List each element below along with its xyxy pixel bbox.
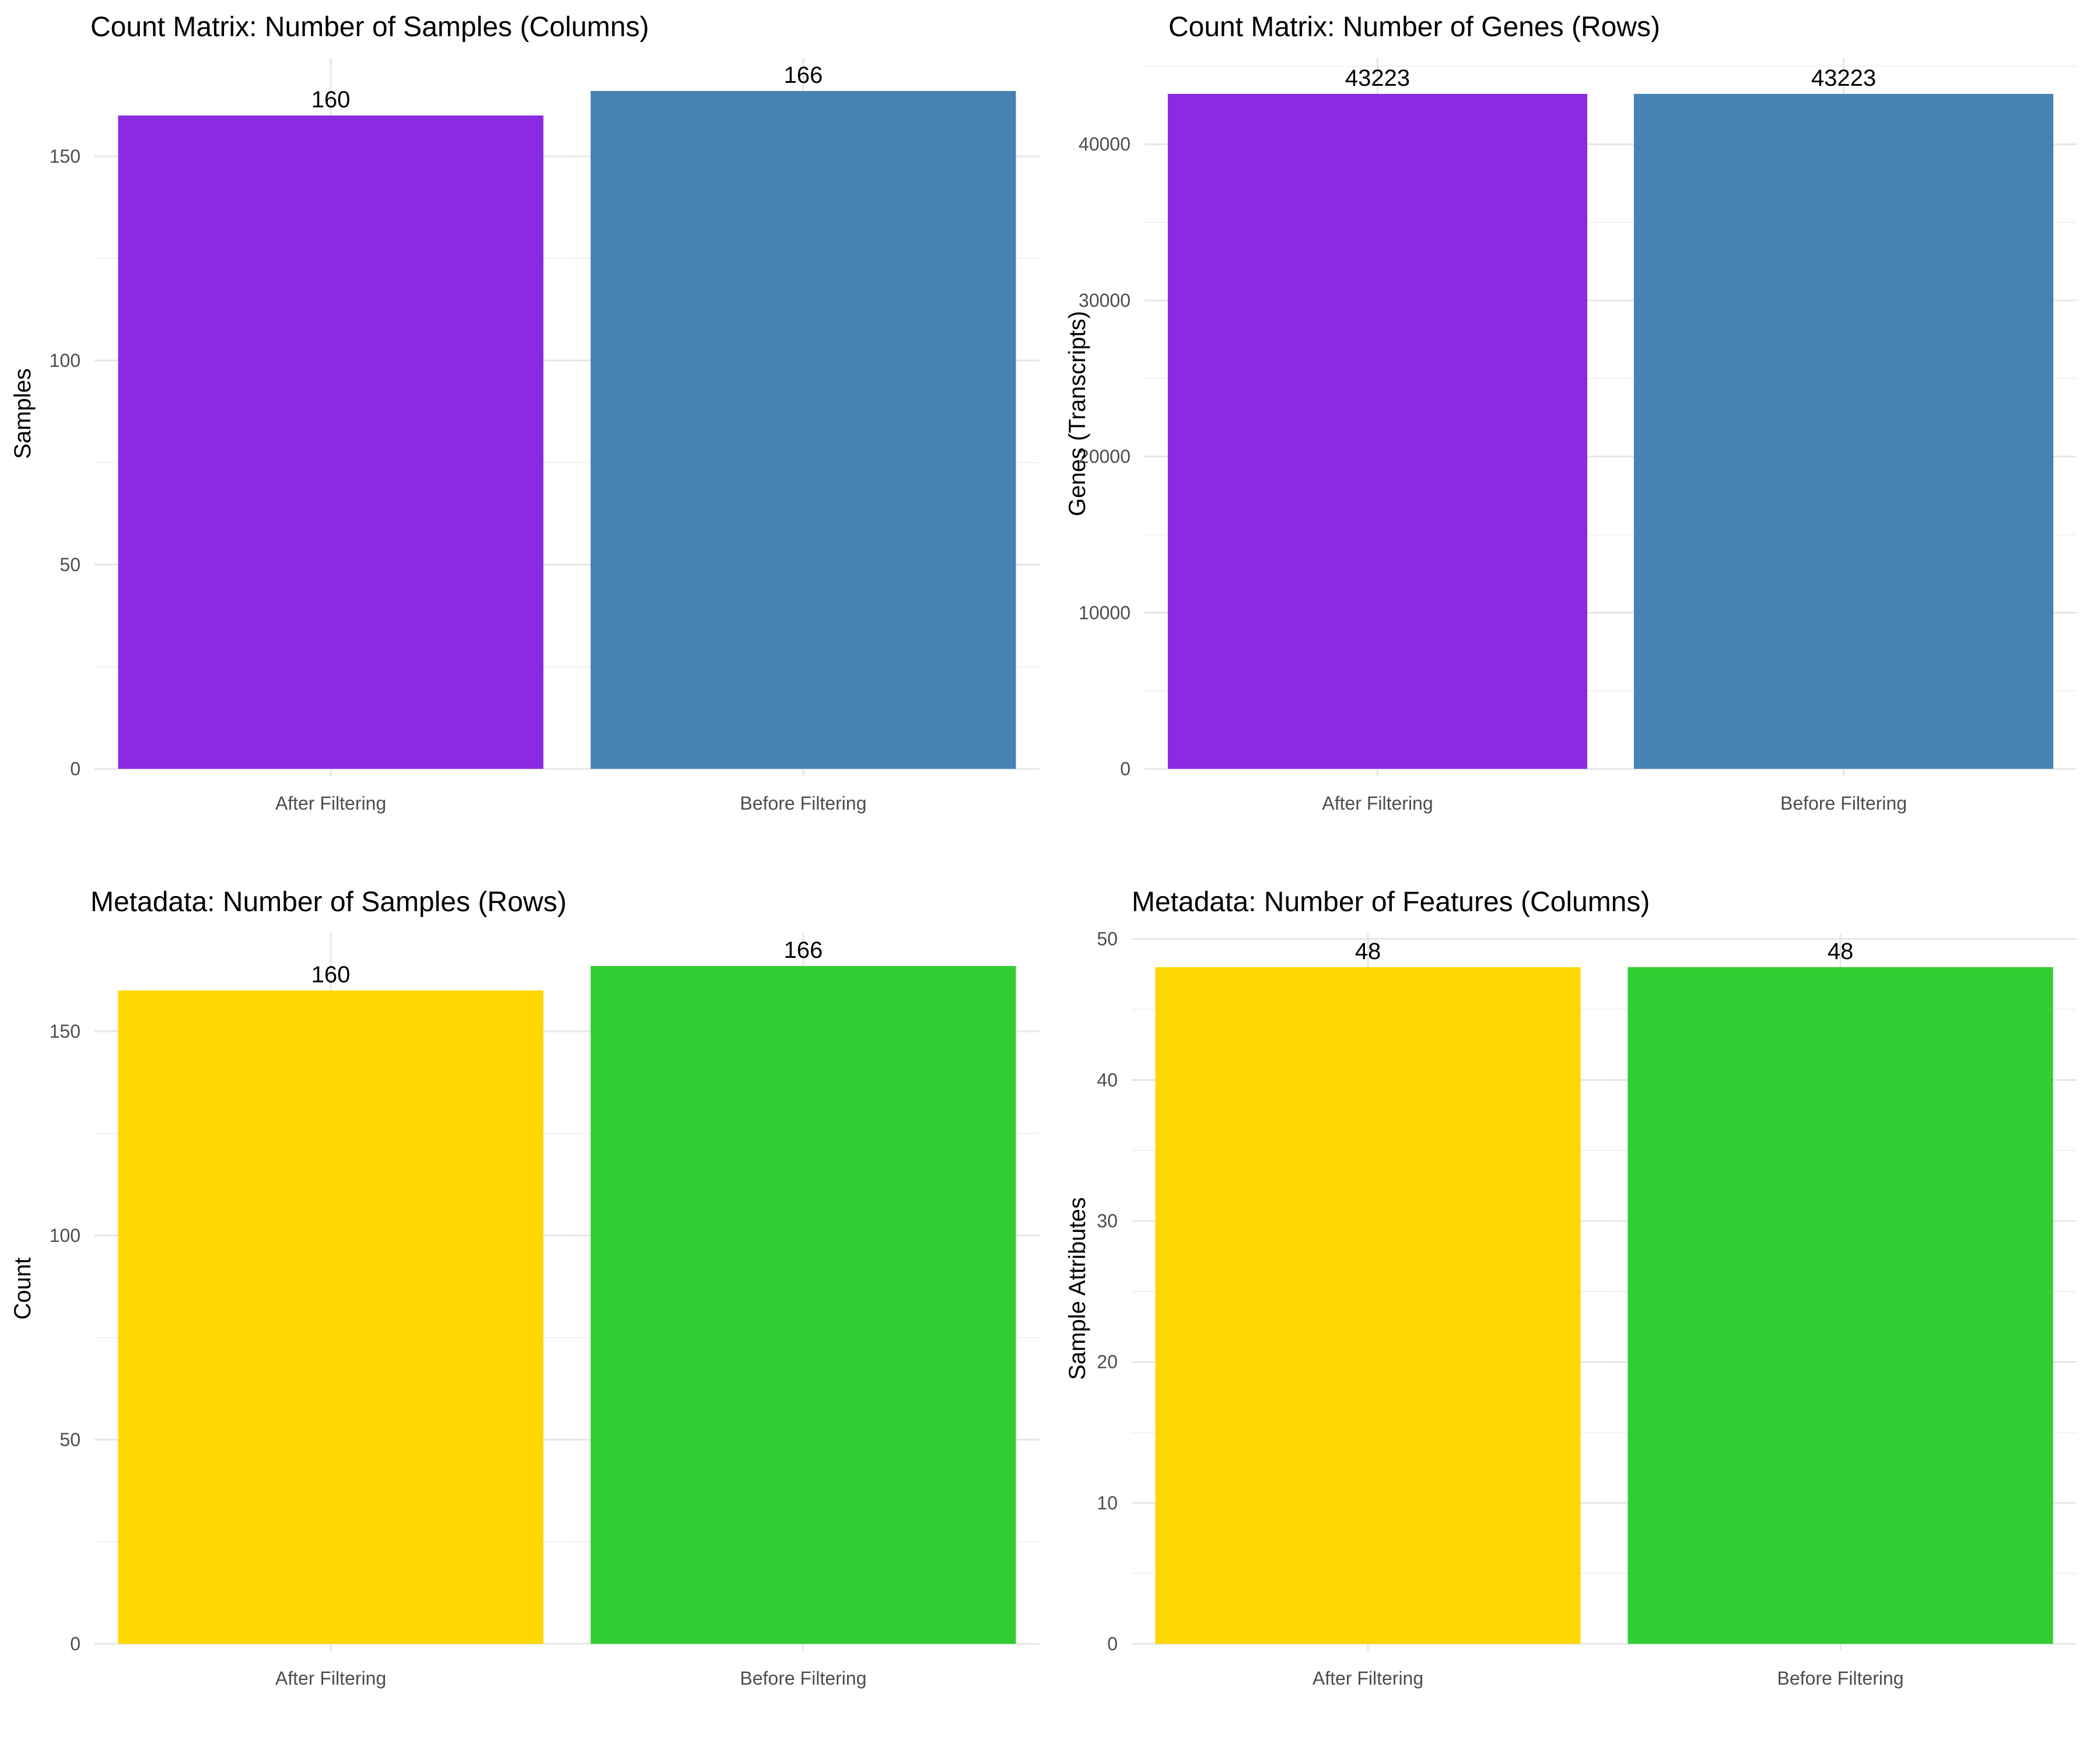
chart-title: Metadata: Number of Samples (Rows) <box>90 887 566 918</box>
chart-panel-2: 43223 After Filtering 43223 Before Filterin… <box>1065 12 2077 814</box>
x-tick-label: Before Filtering <box>740 793 867 814</box>
bar-before-filtering <box>1633 93 2054 769</box>
y-tick-label: 20000 <box>1079 446 1130 467</box>
y-tick-label: 0 <box>70 1633 80 1654</box>
data-label: 160 <box>312 962 351 988</box>
data-label: 48 <box>1355 939 1381 964</box>
chart-panel-3: 160 After Filtering 166 Before Filtering 0 50… <box>10 887 1040 1689</box>
bar-after-filtering <box>1155 967 1581 1644</box>
y-tick-label: 0 <box>1107 1633 1118 1654</box>
x-tick-label: After Filtering <box>275 1668 386 1689</box>
y-axis-label: Genes (Transcripts) <box>1065 311 1090 516</box>
y-tick-label: 20 <box>1097 1352 1118 1373</box>
y-tick-label: 50 <box>60 1429 80 1450</box>
y-tick-label: 10 <box>1097 1492 1118 1513</box>
y-tick-label: 10000 <box>1079 602 1130 623</box>
data-label: 166 <box>784 62 823 88</box>
y-tick-label: 30 <box>1097 1210 1118 1231</box>
y-axis-label: Sample Attributes <box>1065 1197 1090 1380</box>
x-tick-label: Before Filtering <box>1780 793 1907 814</box>
x-tick-label: After Filtering <box>1312 1668 1423 1689</box>
bar-after-filtering <box>118 991 544 1644</box>
chart-title: Count Matrix: Number of Genes (Rows) <box>1168 12 1660 43</box>
data-label: 43223 <box>1811 65 1876 91</box>
y-tick-label: 50 <box>60 554 80 575</box>
y-axis-label: Samples <box>10 368 36 459</box>
data-label: 43223 <box>1345 65 1410 91</box>
x-tick-label: After Filtering <box>275 793 386 814</box>
bar-before-filtering <box>1628 967 2053 1644</box>
y-tick-label: 150 <box>50 146 80 167</box>
y-tick-label: 150 <box>50 1021 80 1042</box>
bar-before-filtering <box>590 966 1016 1644</box>
bar-after-filtering <box>118 116 544 769</box>
data-label: 48 <box>1828 939 1854 964</box>
chart-panel-4: 48 After Filtering 48 Before Filtering 0 10 20… <box>1065 887 2077 1689</box>
y-tick-label: 100 <box>50 350 80 371</box>
y-tick-label: 0 <box>70 758 80 779</box>
y-tick-label: 100 <box>50 1225 80 1246</box>
x-tick-label: Before Filtering <box>740 1668 867 1689</box>
y-tick-label: 40 <box>1097 1069 1118 1090</box>
y-tick-label: 50 <box>1097 929 1118 950</box>
bar-after-filtering <box>1167 93 1588 769</box>
x-tick-label: After Filtering <box>1322 793 1433 814</box>
chart-title: Metadata: Number of Features (Columns) <box>1132 887 1650 918</box>
bar-before-filtering <box>590 91 1016 769</box>
chart-title: Count Matrix: Number of Samples (Columns… <box>90 12 649 43</box>
x-tick-label: Before Filtering <box>1777 1668 1904 1689</box>
y-tick-label: 30000 <box>1079 290 1130 311</box>
y-axis-label: Count <box>10 1258 36 1320</box>
chart-panel-1: 160 After Filtering 166 Before Filtering 0 50… <box>10 12 1040 814</box>
y-tick-label: 40000 <box>1079 134 1130 155</box>
data-label: 160 <box>312 87 351 113</box>
y-tick-label: 0 <box>1120 758 1130 779</box>
data-label: 166 <box>784 937 823 963</box>
